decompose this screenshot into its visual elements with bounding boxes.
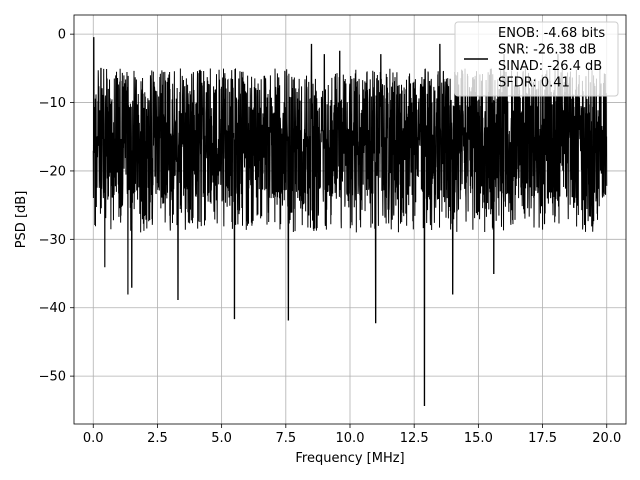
legend-enob: ENOB: -4.68 bits	[498, 26, 605, 41]
legend-box	[454, 21, 619, 97]
y-axis-label: PSD [dB]	[14, 191, 29, 249]
legend: ENOB: -4.68 bits SNR: -26.38 dB SINAD: -…	[454, 21, 619, 97]
x-tick-label: 20.0	[592, 431, 621, 446]
x-tick-label: 15.0	[464, 431, 493, 446]
axis-ticks: 0.0 2.5 5.0 7.5 10.0 12.5 15.0 17.5 20.0 0 −10 −20 −…	[39, 28, 622, 446]
y-tick-label: −10	[39, 96, 66, 111]
y-tick-label: −30	[39, 233, 66, 248]
x-tick-label: 10.0	[336, 431, 365, 446]
x-tick-label: 7.5	[275, 431, 296, 446]
x-tick-label: 0.0	[83, 431, 104, 446]
x-tick-label: 12.5	[400, 431, 429, 446]
y-tick-label: −40	[39, 301, 66, 316]
x-tick-label: 5.0	[211, 431, 232, 446]
x-tick-label: 2.5	[147, 431, 168, 446]
legend-sinad: SINAD: -26.4 dB	[498, 59, 602, 74]
x-tick-label: 17.5	[528, 431, 557, 446]
psd-line	[92, 37, 608, 407]
legend-sfdr: SFDR: 0.41	[498, 76, 570, 91]
y-tick-label: 0	[58, 28, 66, 43]
y-tick-label: −50	[39, 370, 66, 385]
psd-series	[92, 37, 608, 407]
y-tick-label: −20	[39, 164, 66, 179]
legend-snr: SNR: -26.38 dB	[498, 43, 596, 58]
x-axis-label: Frequency [MHz]	[295, 451, 404, 466]
